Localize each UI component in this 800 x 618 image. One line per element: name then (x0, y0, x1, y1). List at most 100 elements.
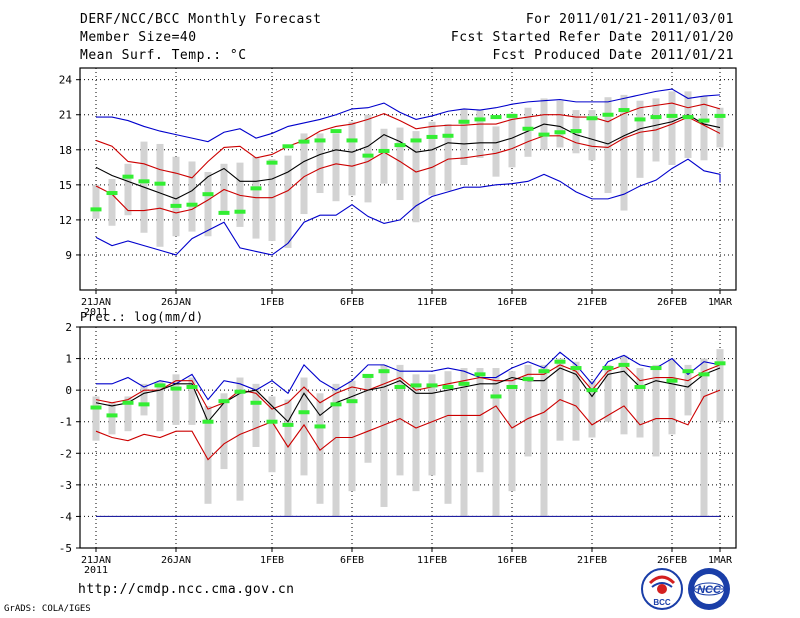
y-tick-label: 18 (59, 144, 72, 157)
observed-marker (298, 410, 310, 415)
grads-credit: GrADS: COLA/IGES (4, 604, 91, 614)
observed-marker (538, 369, 550, 374)
source-url[interactable]: http://cmdp.ncc.cma.gov.cn (78, 582, 295, 597)
ensemble-box (380, 364, 388, 507)
observed-marker (138, 179, 150, 184)
x-year-label: 2011 (84, 307, 108, 318)
observed-marker (90, 207, 102, 212)
observed-marker (506, 384, 518, 389)
observed-marker (314, 138, 326, 143)
observed-marker (330, 129, 342, 134)
ensemble-box (300, 133, 308, 215)
ensemble-box (604, 364, 612, 422)
x-year-label: 2011 (84, 565, 108, 576)
observed-marker (218, 210, 230, 215)
ensemble-box (188, 377, 196, 425)
ensemble-box (444, 124, 452, 191)
observed-marker (458, 381, 470, 386)
ensemble-box (124, 163, 132, 216)
ensemble-box (412, 374, 420, 492)
x-tick-label: 16FEB (497, 297, 527, 308)
x-tick-label: 16FEB (497, 555, 527, 566)
ensemble-box (348, 380, 356, 492)
observed-marker (218, 399, 230, 404)
observed-marker (90, 405, 102, 410)
observed-marker (346, 138, 358, 143)
observed-marker (250, 400, 262, 405)
ensemble-box (668, 358, 676, 435)
ensemble-box (268, 396, 276, 473)
ensemble-box (236, 377, 244, 501)
ensemble-box (172, 156, 180, 237)
ensemble-box (204, 405, 212, 504)
y-tick-label: 0 (65, 384, 72, 397)
forecast-produced-date: Fcst Produced Date 2011/01/21 (492, 48, 734, 63)
ensemble-box (284, 155, 292, 248)
observed-marker (154, 383, 166, 388)
y-tick-label: -2 (59, 447, 72, 460)
observed-marker (714, 361, 726, 366)
observed-marker (282, 144, 294, 149)
observed-marker (378, 369, 390, 374)
forecast-started-date: Fcst Started Refer Date 2011/01/20 (450, 30, 734, 45)
ensemble-box (620, 94, 628, 211)
observed-marker (570, 129, 582, 134)
ensemble-box (492, 126, 500, 177)
ensemble-box (364, 114, 372, 203)
ncc-logo: NCC (688, 568, 730, 610)
observed-marker (458, 119, 470, 124)
ensemble-box (156, 380, 164, 432)
y-tick-label: -4 (59, 510, 73, 523)
observed-marker (346, 399, 358, 404)
observed-marker (698, 118, 710, 123)
observed-marker (234, 209, 246, 214)
observed-marker (298, 139, 310, 144)
observed-marker (410, 383, 422, 388)
observed-marker (554, 130, 566, 135)
member-size: Member Size=40 (80, 30, 197, 45)
ensemble-box (636, 100, 644, 178)
ensemble-box (572, 361, 580, 441)
ensemble-box (428, 121, 436, 196)
observed-marker (394, 143, 406, 148)
observed-marker (122, 174, 134, 179)
observed-marker (186, 384, 198, 389)
y-tick-label: -5 (59, 542, 72, 555)
ensemble-box (700, 358, 708, 517)
ensemble-box (540, 364, 548, 517)
observed-marker (682, 369, 694, 374)
x-tick-label: 21FEB (577, 555, 607, 566)
observed-marker (586, 388, 598, 393)
observed-marker (362, 373, 374, 378)
ensemble-box (396, 127, 404, 201)
ensemble-box (652, 364, 660, 457)
observed-marker (426, 134, 438, 139)
observed-marker (586, 116, 598, 121)
observed-marker (650, 366, 662, 371)
observed-marker (490, 394, 502, 399)
observed-marker (682, 115, 694, 120)
plot-frame (79, 67, 737, 291)
ensemble-box (108, 179, 116, 226)
ensemble-box (556, 100, 564, 148)
observed-marker (202, 419, 214, 424)
observed-marker (570, 366, 582, 371)
ensemble-box (716, 107, 724, 148)
x-tick-label: 1MAR (708, 555, 733, 566)
x-tick-label: 6FEB (340, 297, 364, 308)
ensemble-box (508, 113, 516, 168)
ensemble-box (604, 97, 612, 194)
observed-marker (154, 181, 166, 186)
series-upper-line (95, 102, 721, 179)
series-spread-min-line (95, 158, 721, 256)
ensemble-box (252, 383, 260, 447)
x-tick-label: 11FEB (417, 297, 447, 308)
observed-marker (202, 192, 214, 197)
observed-marker (554, 359, 566, 364)
observed-marker (634, 117, 646, 122)
observed-marker (282, 422, 294, 427)
series-mean-line (95, 114, 721, 200)
chart-title: DERF/NCC/BCC Monthly Forecast (80, 12, 322, 27)
observed-marker (170, 386, 182, 391)
forecast-period: For 2011/01/21-2011/03/01 (525, 12, 734, 27)
